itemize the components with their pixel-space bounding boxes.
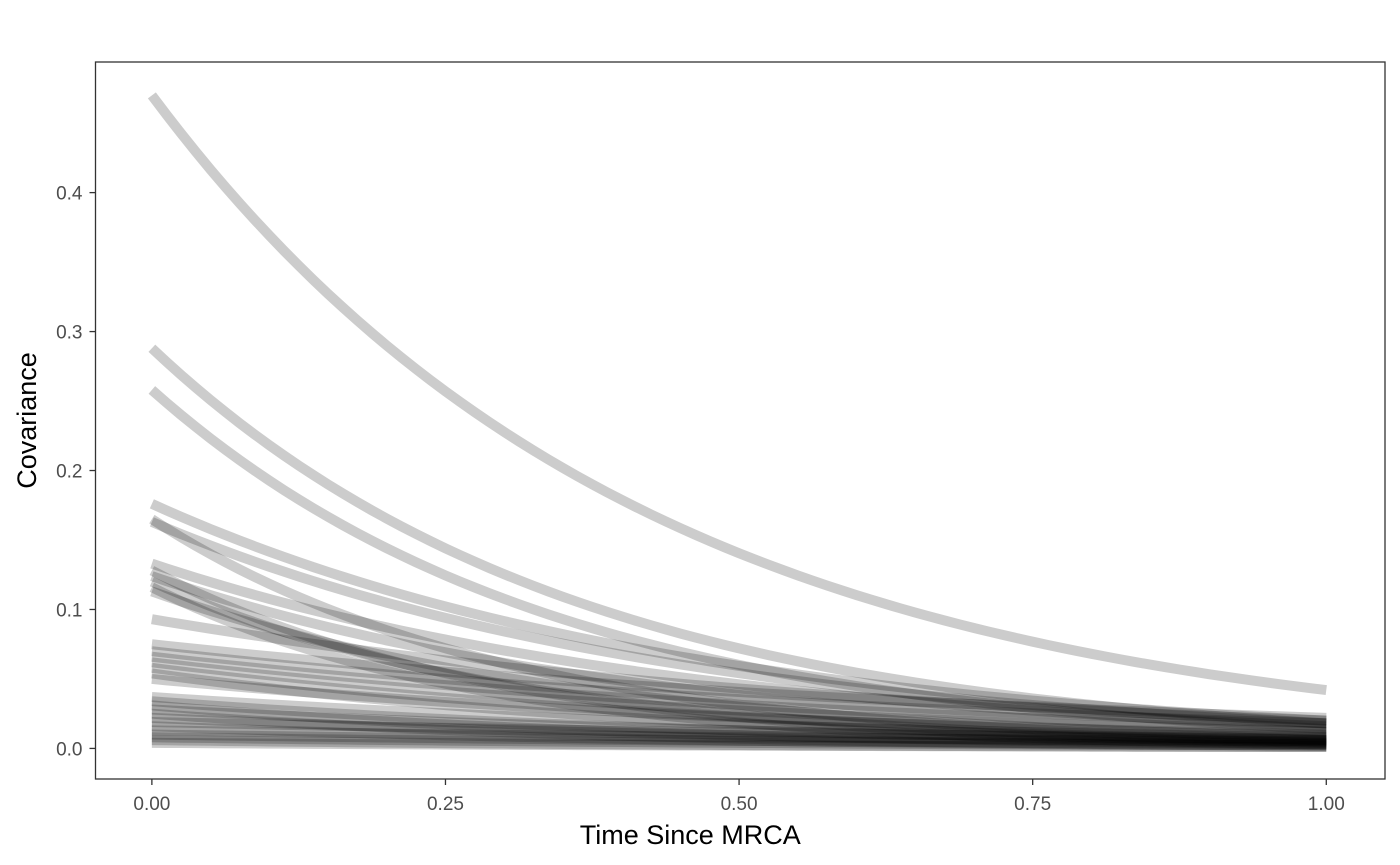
y-tick-label: 0.3 <box>56 323 82 344</box>
series-layer <box>147 92 1327 753</box>
series-line-23 <box>151 700 1327 750</box>
series-line-6 <box>149 517 1327 729</box>
series-line-5 <box>149 514 1327 746</box>
x-axis-title: Time Since MRCA <box>580 820 801 850</box>
x-tick-label: 0.00 <box>133 794 170 815</box>
series-line-10 <box>149 577 1327 747</box>
series-line-13 <box>151 614 1327 726</box>
series-line-7 <box>150 558 1327 732</box>
series-line-11 <box>149 582 1327 750</box>
series-line-28 <box>151 721 1327 751</box>
series-line-33 <box>151 737 1327 753</box>
series-line-9 <box>150 571 1327 737</box>
series-line-19 <box>151 668 1327 746</box>
series-line-16 <box>151 651 1327 733</box>
series-line-3 <box>148 386 1327 734</box>
y-tick-label: 0.4 <box>56 184 83 205</box>
x-tick-label: 0.25 <box>427 794 464 815</box>
y-tick-label: 0.2 <box>56 462 82 483</box>
series-line-29 <box>151 725 1327 747</box>
series-line-22 <box>151 696 1327 747</box>
x-tick-label: 0.75 <box>1014 794 1051 815</box>
series-line-8 <box>149 566 1327 748</box>
series-line-30 <box>151 729 1327 750</box>
y-tick-label: 0.0 <box>56 739 82 760</box>
series-line-26 <box>151 712 1327 748</box>
x-axis: 0.00 0.25 0.50 0.75 1.00 <box>133 779 1345 815</box>
series-line-15 <box>151 646 1327 729</box>
series-line-32 <box>151 735 1327 753</box>
series-line-17 <box>151 657 1327 737</box>
series-line-14 <box>151 639 1327 723</box>
series-line-25 <box>151 708 1327 751</box>
x-tick-label: 1.00 <box>1308 794 1345 815</box>
series-line-31 <box>151 732 1327 751</box>
x-tick-label: 0.50 <box>721 794 758 815</box>
series-line-20 <box>151 673 1327 740</box>
y-tick-label: 0.1 <box>56 600 82 621</box>
series-line-4 <box>149 499 1327 726</box>
series-line-18 <box>151 662 1327 741</box>
series-line-27 <box>151 717 1327 744</box>
plot-panel-border <box>94 61 1386 780</box>
series-line-24 <box>151 704 1327 746</box>
y-axis: 0.0 0.1 0.2 0.3 0.4 <box>56 184 96 760</box>
series-line-2 <box>148 344 1327 729</box>
y-axis-title: Covariance <box>12 352 42 489</box>
series-line-1 <box>147 92 1327 696</box>
series-line-12 <box>150 586 1327 743</box>
series-line-21 <box>151 692 1327 743</box>
